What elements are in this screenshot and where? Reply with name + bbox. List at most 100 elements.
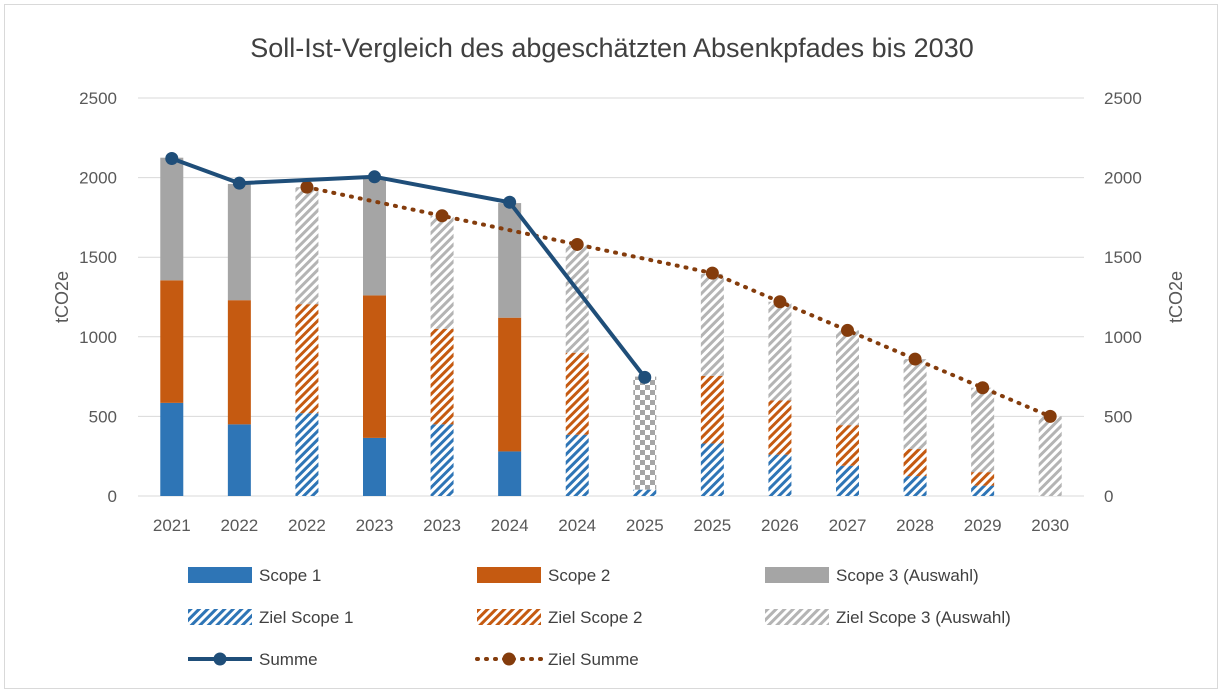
y-tick-right-label: 0 [1104, 487, 1113, 506]
ziel-summe-marker [909, 353, 922, 366]
ziel-summe-marker [1044, 410, 1057, 423]
y-tick-left-label: 0 [108, 487, 117, 506]
bar-scope2 [498, 318, 521, 452]
legend-label-ziel-scope1: Ziel Scope 1 [259, 608, 354, 627]
ziel-bar-scope2 [431, 329, 454, 425]
x-tick-label: 2023 [423, 516, 461, 535]
bar-scope2 [228, 300, 251, 424]
ziel-bar-scope1 [971, 486, 994, 496]
gridlines [138, 98, 1084, 496]
legend-swatch-scope2 [477, 567, 541, 583]
x-tick-label: 2023 [356, 516, 394, 535]
legend: Scope 1 Scope 2 Scope 3 (Auswahl) Ziel Scop… [188, 566, 1011, 669]
ziel-bar-scope3 [836, 330, 859, 425]
y-tick-left-label: 2000 [79, 169, 117, 188]
ziel-bar-scope1 [904, 476, 927, 496]
legend-marker-ziel-summe [503, 653, 516, 666]
ziel-bar-scope3 [431, 216, 454, 329]
ziel-bar-scope1 [836, 466, 859, 496]
bar-scope3 [363, 178, 386, 296]
y-tick-right-label: 2500 [1104, 89, 1142, 108]
bar-scope1 [160, 403, 183, 496]
y-axis-left-ticks: 0 500 1000 1500 2000 2500 [79, 89, 117, 506]
ziel-bar-scope1 [295, 413, 318, 496]
bar-scope1 [363, 438, 386, 496]
x-tick-label: 2029 [964, 516, 1002, 535]
x-tick-label: 2024 [491, 516, 529, 535]
x-tick-label: 2025 [626, 516, 664, 535]
x-tick-label: 2024 [558, 516, 596, 535]
summe-marker [165, 152, 178, 165]
legend-swatch-ziel-scope1 [188, 609, 252, 625]
x-tick-label: 2025 [693, 516, 731, 535]
legend-label-ziel-summe: Ziel Summe [548, 650, 639, 669]
x-tick-label: 2022 [220, 516, 258, 535]
ziel-bar-scope1 [431, 424, 454, 496]
legend-marker-summe [214, 653, 227, 666]
summe-marker [368, 170, 381, 183]
legend-label-ziel-scope2: Ziel Scope 2 [548, 608, 643, 627]
ziel-bar-scope1 [768, 455, 791, 496]
legend-label-scope2: Scope 2 [548, 566, 610, 585]
legend-label-ziel-scope3: Ziel Scope 3 (Auswahl) [836, 608, 1011, 627]
legend-swatch-ziel-scope3 [765, 609, 829, 625]
y-tick-left-label: 1500 [79, 248, 117, 267]
ziel-summe-marker [436, 209, 449, 222]
ziel-bar-scope2 [836, 425, 859, 466]
x-tick-label: 2030 [1031, 516, 1069, 535]
ziel-bar-scope3 [971, 388, 994, 472]
ziel-bar-scope3 [768, 302, 791, 401]
chart-title: Soll-Ist-Vergleich des abgeschätzten Abs… [250, 33, 973, 63]
bar-scope3 [498, 203, 521, 318]
ziel-summe-marker [706, 267, 719, 280]
ziel-bar-scope1 [701, 443, 724, 496]
ziel-bar-scope3 [1039, 416, 1062, 496]
y-axis-right-ticks: 0 500 1000 1500 2000 2500 [1104, 89, 1142, 506]
bar-scope2 [160, 280, 183, 403]
x-tick-label: 2027 [829, 516, 867, 535]
y-tick-left-label: 2500 [79, 89, 117, 108]
x-tick-label: 2022 [288, 516, 326, 535]
y-axis-left-title: tCO2e [52, 271, 72, 323]
legend-label-summe: Summe [259, 650, 318, 669]
ziel-bar-scope2 [768, 400, 791, 454]
ziel-bar-scope2 [566, 353, 589, 435]
ziel-summe-marker [300, 181, 313, 194]
summe-marker [503, 196, 516, 209]
ziel-bar-scope1 [566, 435, 589, 496]
legend-label-scope1: Scope 1 [259, 566, 321, 585]
ziel-bar-scope3 [904, 359, 927, 449]
ziel-bar-scope3 [295, 187, 318, 304]
ziel-bar-scope2 [701, 376, 724, 444]
bar-scope3 [160, 158, 183, 281]
ziel-summe-marker [571, 238, 584, 251]
bar-scope3 [228, 184, 251, 300]
legend-swatch-scope3 [765, 567, 829, 583]
bar-scope2 [363, 295, 386, 437]
y-tick-right-label: 1500 [1104, 248, 1142, 267]
legend-swatch-ziel-scope2 [477, 609, 541, 625]
ziel-bar-scope3 [701, 274, 724, 376]
legend-swatch-scope1 [188, 567, 252, 583]
x-tick-label: 2021 [153, 516, 191, 535]
ziel-summe-marker [976, 381, 989, 394]
x-tick-label: 2028 [896, 516, 934, 535]
ziel-bar-scope3 [633, 377, 656, 490]
ziel-summe-line [307, 187, 1050, 416]
summe-marker [233, 177, 246, 190]
summe-marker [638, 371, 651, 384]
x-axis-ticks: 2021 2022 2022 2023 2023 2024 2024 2025 2025 2026… [153, 516, 1069, 535]
bar-series [160, 158, 1061, 496]
y-tick-left-label: 500 [89, 407, 117, 426]
bar-scope1 [228, 424, 251, 496]
ziel-bar-scope2 [971, 472, 994, 486]
ziel-bar-scope1 [633, 490, 656, 496]
chart-area: Soll-Ist-Vergleich des abgeschätzten Abs… [0, 0, 1224, 695]
y-tick-right-label: 2000 [1104, 169, 1142, 188]
ziel-summe-marker [773, 295, 786, 308]
bar-scope1 [498, 451, 521, 496]
y-tick-right-label: 1000 [1104, 328, 1142, 347]
ziel-bar-scope2 [295, 304, 318, 413]
ziel-summe-marker [841, 324, 854, 337]
y-tick-left-label: 1000 [79, 328, 117, 347]
